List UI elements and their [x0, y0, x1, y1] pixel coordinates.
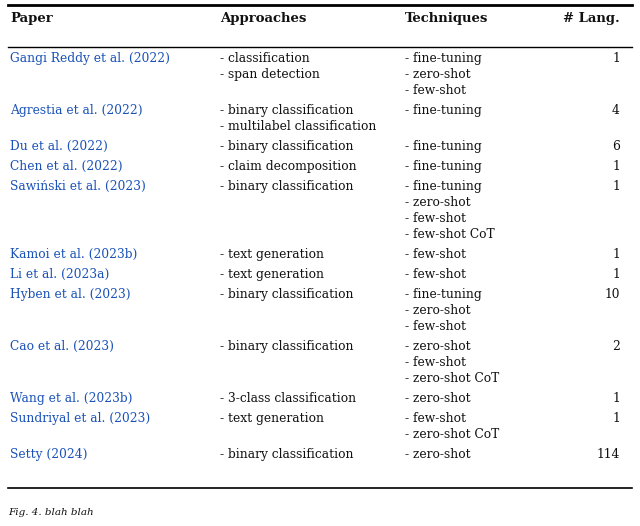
Text: Approaches: Approaches: [220, 12, 307, 25]
Text: - claim decomposition: - claim decomposition: [220, 160, 356, 173]
Text: 1: 1: [612, 180, 620, 193]
Text: Kamoi et al. (2023b): Kamoi et al. (2023b): [10, 248, 138, 261]
Text: - fine-tuning: - fine-tuning: [405, 288, 482, 301]
Text: - span detection: - span detection: [220, 68, 320, 81]
Text: - 3-class classification: - 3-class classification: [220, 392, 356, 405]
Text: 1: 1: [612, 52, 620, 65]
Text: - zero-shot: - zero-shot: [405, 448, 470, 461]
Text: - fine-tuning: - fine-tuning: [405, 104, 482, 117]
Text: 6: 6: [612, 140, 620, 153]
Text: - few-shot: - few-shot: [405, 248, 466, 261]
Text: Hyben et al. (2023): Hyben et al. (2023): [10, 288, 131, 301]
Text: Wang et al. (2023b): Wang et al. (2023b): [10, 392, 132, 405]
Text: Cao et al. (2023): Cao et al. (2023): [10, 340, 114, 353]
Text: - zero-shot CoT: - zero-shot CoT: [405, 372, 499, 385]
Text: Gangi Reddy et al. (2022): Gangi Reddy et al. (2022): [10, 52, 170, 65]
Text: - binary classification: - binary classification: [220, 140, 353, 153]
Text: - zero-shot: - zero-shot: [405, 196, 470, 209]
Text: Setty (2024): Setty (2024): [10, 448, 88, 461]
Text: 1: 1: [612, 248, 620, 261]
Text: Techniques: Techniques: [405, 12, 488, 25]
Text: - fine-tuning: - fine-tuning: [405, 180, 482, 193]
Text: 1: 1: [612, 160, 620, 173]
Text: - zero-shot: - zero-shot: [405, 68, 470, 81]
Text: - zero-shot: - zero-shot: [405, 392, 470, 405]
Text: - classification: - classification: [220, 52, 310, 65]
Text: - fine-tuning: - fine-tuning: [405, 160, 482, 173]
Text: - zero-shot: - zero-shot: [405, 304, 470, 317]
Text: - binary classification: - binary classification: [220, 180, 353, 193]
Text: 4: 4: [612, 104, 620, 117]
Text: 1: 1: [612, 268, 620, 281]
Text: Du et al. (2022): Du et al. (2022): [10, 140, 108, 153]
Text: Paper: Paper: [10, 12, 52, 25]
Text: - few-shot: - few-shot: [405, 320, 466, 333]
Text: - text generation: - text generation: [220, 248, 324, 261]
Text: - few-shot: - few-shot: [405, 84, 466, 97]
Text: Fig. 4. blah blah: Fig. 4. blah blah: [8, 508, 93, 517]
Text: - multilabel classification: - multilabel classification: [220, 120, 376, 133]
Text: - few-shot: - few-shot: [405, 268, 466, 281]
Text: - zero-shot: - zero-shot: [405, 340, 470, 353]
Text: Sundriyal et al. (2023): Sundriyal et al. (2023): [10, 412, 150, 425]
Text: - binary classification: - binary classification: [220, 288, 353, 301]
Text: Chen et al. (2022): Chen et al. (2022): [10, 160, 123, 173]
Text: Sawiński et al. (2023): Sawiński et al. (2023): [10, 180, 146, 193]
Text: - few-shot CoT: - few-shot CoT: [405, 228, 495, 241]
Text: Li et al. (2023a): Li et al. (2023a): [10, 268, 109, 281]
Text: - fine-tuning: - fine-tuning: [405, 140, 482, 153]
Text: - few-shot: - few-shot: [405, 412, 466, 425]
Text: - binary classification: - binary classification: [220, 340, 353, 353]
Text: - text generation: - text generation: [220, 268, 324, 281]
Text: - zero-shot CoT: - zero-shot CoT: [405, 428, 499, 441]
Text: Agrestia et al. (2022): Agrestia et al. (2022): [10, 104, 143, 117]
Text: - binary classification: - binary classification: [220, 448, 353, 461]
Text: - fine-tuning: - fine-tuning: [405, 52, 482, 65]
Text: - few-shot: - few-shot: [405, 212, 466, 225]
Text: 1: 1: [612, 392, 620, 405]
Text: 1: 1: [612, 412, 620, 425]
Text: 114: 114: [596, 448, 620, 461]
Text: 2: 2: [612, 340, 620, 353]
Text: 10: 10: [605, 288, 620, 301]
Text: - text generation: - text generation: [220, 412, 324, 425]
Text: - few-shot: - few-shot: [405, 356, 466, 369]
Text: - binary classification: - binary classification: [220, 104, 353, 117]
Text: # Lang.: # Lang.: [563, 12, 620, 25]
